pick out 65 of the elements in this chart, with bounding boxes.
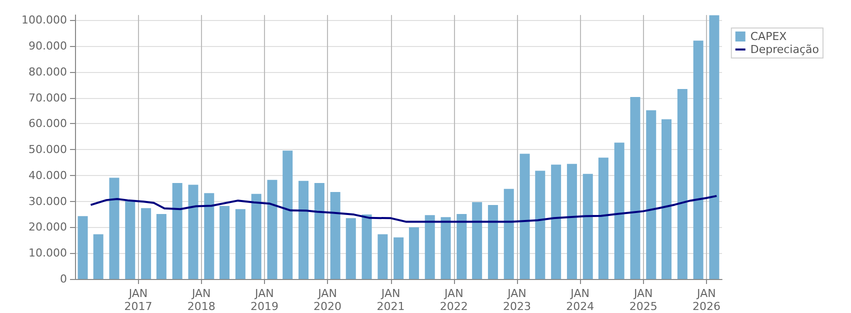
- bar: [394, 237, 404, 279]
- y-tick-label: 30.000: [28, 194, 67, 208]
- bar: [314, 182, 324, 279]
- bar: [251, 194, 262, 279]
- bar: [346, 218, 356, 279]
- y-tick-label: 20.000: [28, 220, 67, 234]
- bar: [709, 15, 720, 279]
- bar: [472, 202, 482, 279]
- bar: [78, 216, 88, 279]
- y-tick-label: 10.000: [28, 246, 67, 260]
- x-tick-label: JAN 2017: [124, 287, 152, 313]
- y-tick-label: 80.000: [28, 65, 67, 78]
- bar: [267, 180, 278, 279]
- bar: [330, 192, 340, 279]
- bar: [440, 217, 451, 279]
- bar: [504, 188, 514, 279]
- bar: [188, 184, 198, 279]
- bar: [235, 209, 246, 279]
- x-tick-label: JAN 2022: [440, 287, 468, 313]
- y-tick-label: 50.000: [28, 143, 67, 156]
- bar: [520, 154, 530, 279]
- bar: [125, 200, 136, 279]
- x-tick-label: JAN 2026: [692, 287, 720, 313]
- x-tick-label: JAN 2024: [566, 287, 594, 313]
- bar: [551, 164, 562, 279]
- legend-label: Depreciação: [750, 43, 820, 56]
- bar: [693, 40, 704, 279]
- bar: [662, 119, 672, 279]
- bar: [424, 215, 435, 279]
- bar: [582, 174, 593, 279]
- bar: [109, 178, 120, 279]
- bar: [488, 204, 498, 279]
- line-series: [90, 194, 718, 223]
- bar: [677, 89, 688, 279]
- bar: [598, 158, 608, 279]
- y-tick-label: 90.000: [28, 40, 67, 53]
- bar: [298, 180, 309, 279]
- bar: [456, 214, 467, 279]
- y-tick-label: 100.000: [22, 14, 67, 27]
- y-tick-label: 70.000: [28, 91, 67, 104]
- x-tick-label: JAN 2020: [314, 287, 342, 313]
- bar: [172, 182, 182, 279]
- x-tick-label: JAN 2023: [502, 287, 531, 313]
- bar: [630, 97, 640, 279]
- y-tick-label: 40.000: [28, 168, 67, 182]
- bar: [220, 206, 230, 279]
- y-tick-label: 60.000: [28, 117, 67, 130]
- bar: [362, 214, 372, 279]
- x-tick-label: JAN 2021: [376, 287, 405, 313]
- bar: [378, 234, 388, 279]
- bar: [614, 142, 624, 279]
- bar: [204, 193, 214, 279]
- bar: [566, 164, 577, 279]
- y-tick-label: 0: [60, 272, 67, 286]
- bar: [93, 234, 104, 279]
- x-tick-label: JAN 2025: [629, 287, 658, 313]
- bar: [408, 227, 419, 279]
- bar: [282, 150, 293, 279]
- legend-label: CAPEX: [750, 30, 788, 43]
- bar: [141, 208, 152, 279]
- bar: [646, 110, 656, 279]
- x-tick-label: JAN 2019: [250, 287, 278, 313]
- x-tick-label: JAN 2018: [187, 287, 216, 313]
- bar: [535, 170, 546, 279]
- bar: [156, 214, 166, 279]
